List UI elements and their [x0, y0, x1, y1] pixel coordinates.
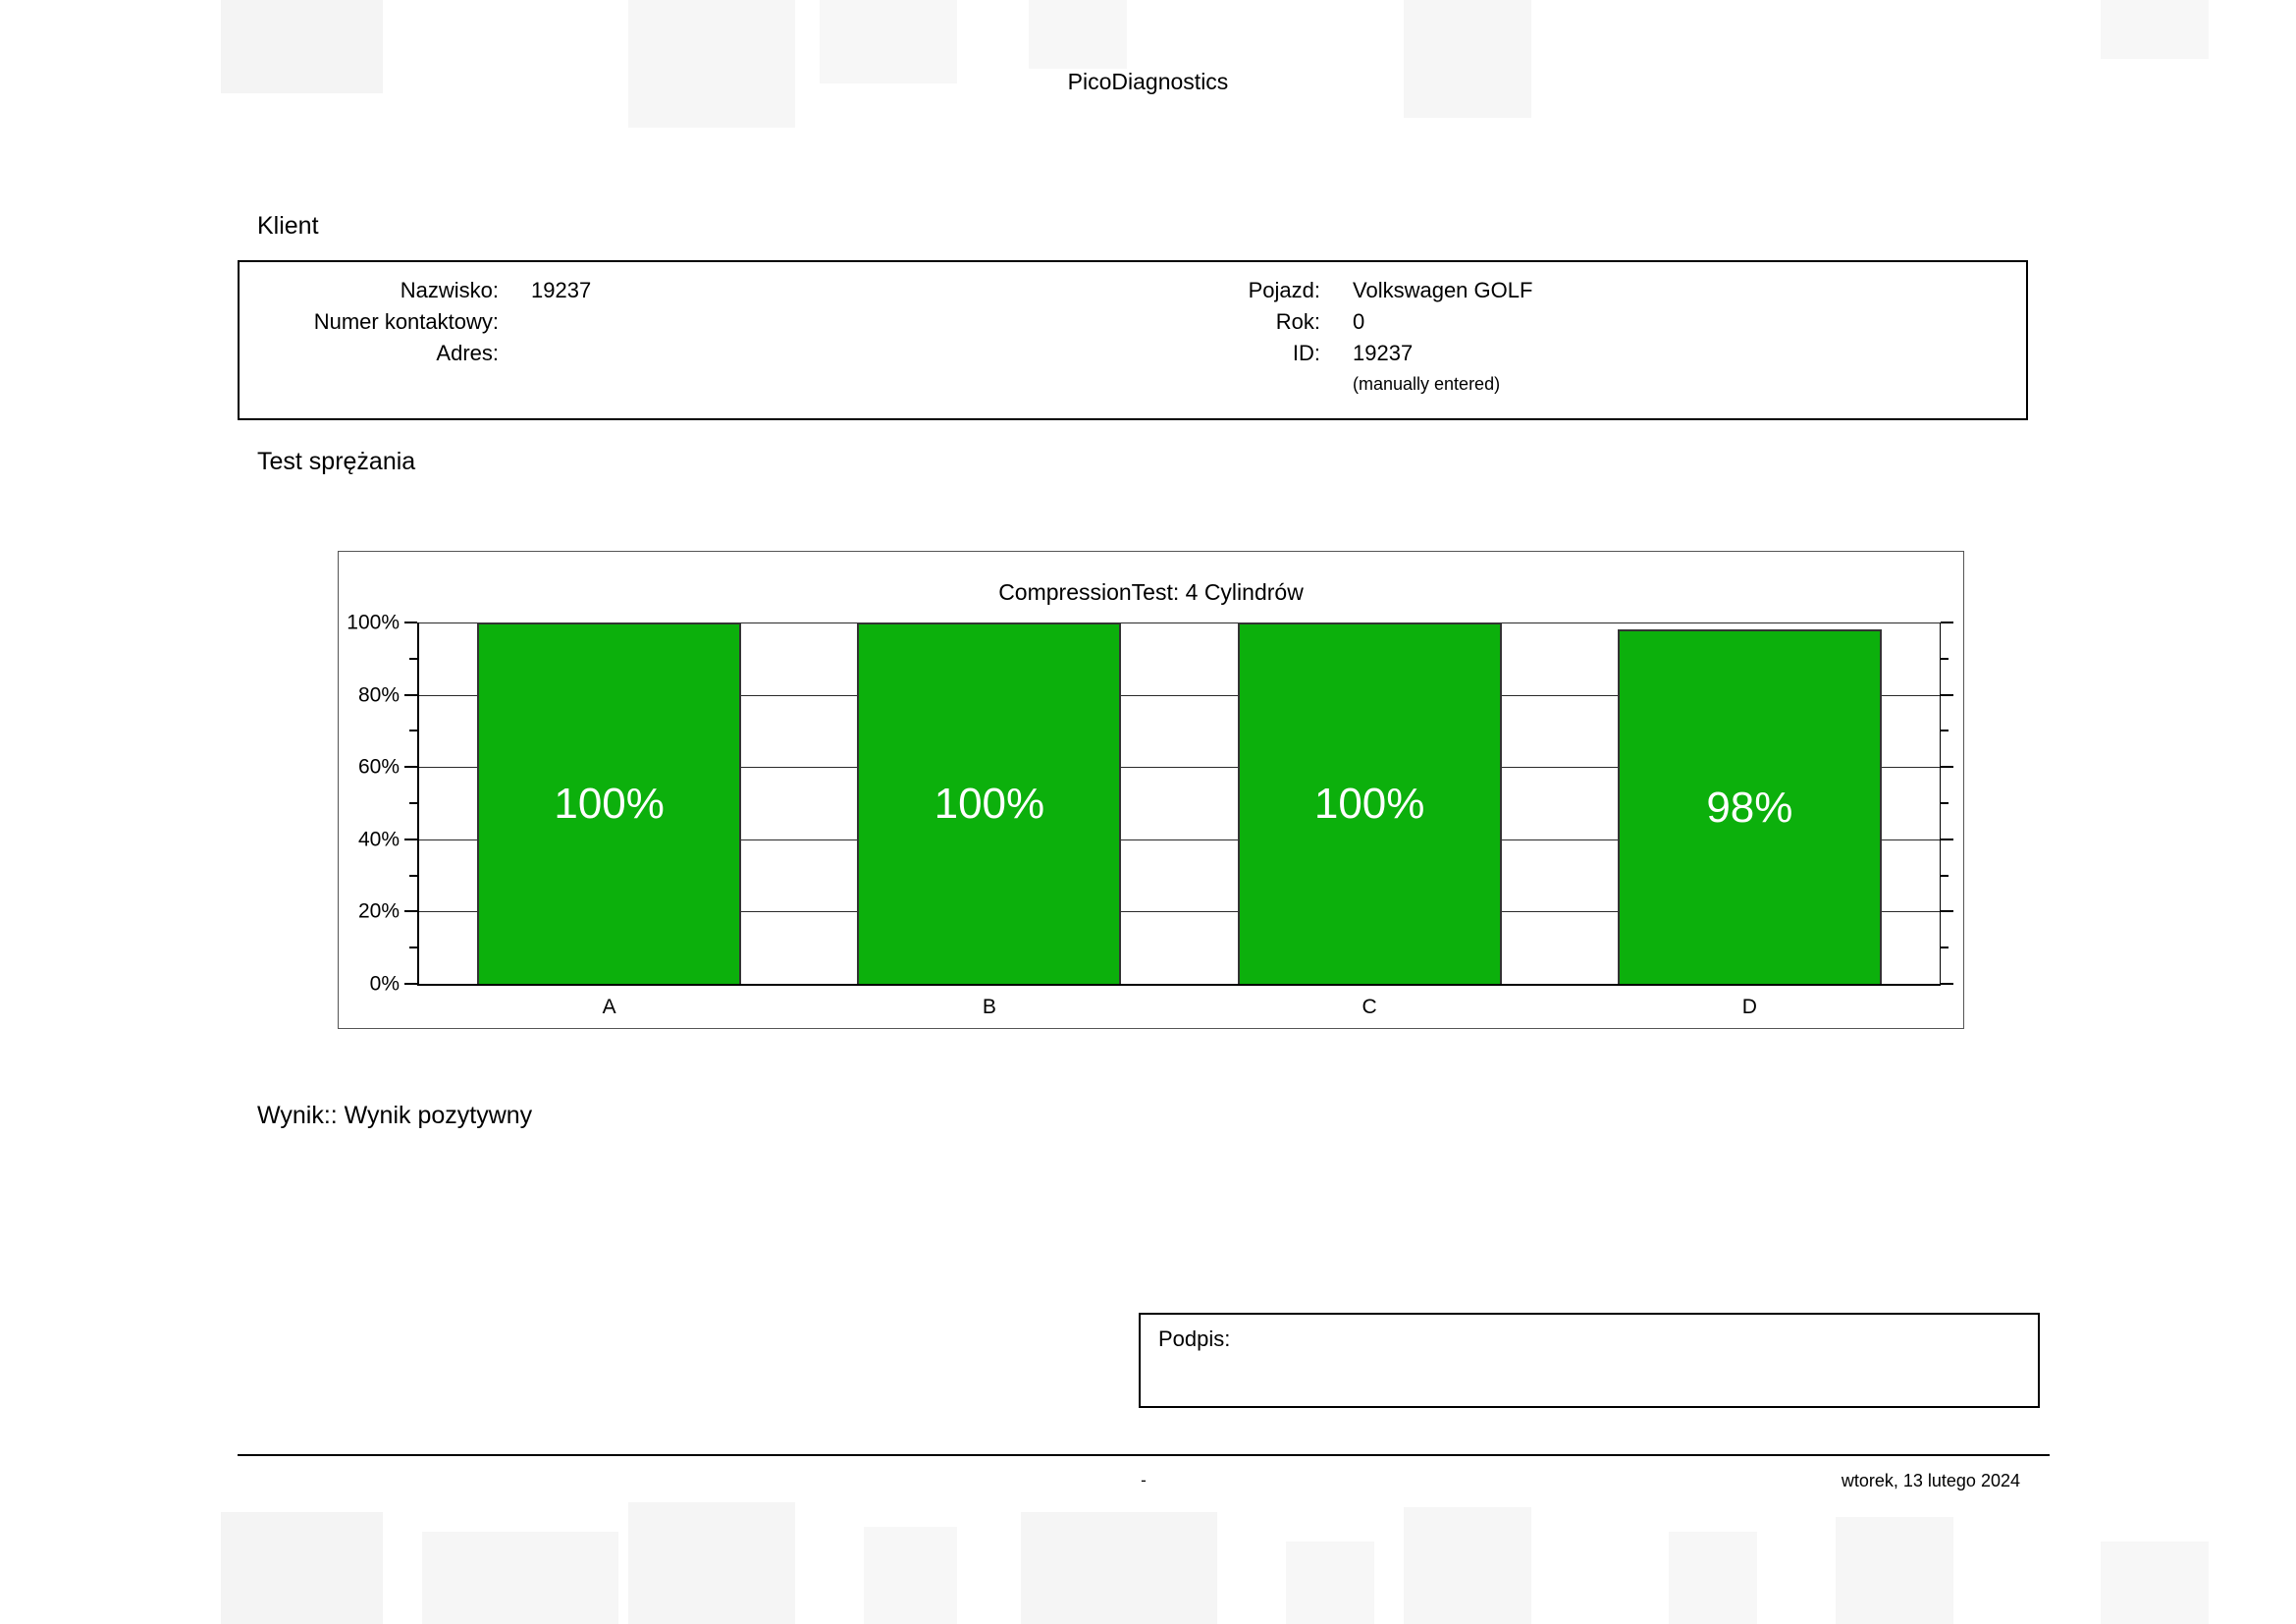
y-axis-tick	[1941, 766, 1953, 769]
bar-A: 100%	[477, 623, 742, 984]
y-axis-minor-tick	[409, 730, 417, 732]
bar-value-label-D: 98%	[1706, 783, 1793, 832]
scan-artifact	[2101, 0, 2209, 59]
client-fields-left: Nazwisko: 19237 Numer kontaktowy: Adres:	[263, 275, 1081, 369]
y-axis-minor-tick	[1941, 730, 1949, 732]
footer-divider	[238, 1454, 2050, 1456]
compression-chart: CompressionTest: 4 Cylindrów 0% 20% 40% 60%…	[338, 551, 1964, 1029]
id-manual-note: (manually entered)	[1353, 374, 1501, 394]
x-axis-category-label-B: B	[982, 996, 996, 1018]
y-axis-minor-tick	[1941, 657, 1949, 660]
bar-slot-C: 100% C	[1180, 623, 1560, 1018]
y-axis-minor-tick	[409, 947, 417, 949]
gridline	[419, 839, 1940, 840]
plot-area: 0% 20% 40% 60% 80% 100% 100% A 100% B 100% C 98% D	[347, 613, 1953, 1018]
result-text: Wynik:: Wynik pozytywny	[257, 1102, 533, 1129]
y-axis-minor-tick	[409, 657, 417, 660]
y-axis-tick	[1941, 838, 1953, 840]
chart-title: CompressionTest: 4 Cylindrów	[998, 579, 1304, 605]
bar-D: 98%	[1617, 629, 1882, 984]
y-axis-minor-tick	[409, 874, 417, 877]
signature-box: Podpis:	[1139, 1313, 2040, 1408]
scan-artifact	[1404, 0, 1531, 118]
x-axis-category-label-C: C	[1362, 996, 1377, 1018]
y-axis-minor-tick	[1941, 802, 1949, 804]
y-axis-tick	[404, 910, 417, 913]
y-axis-tick-label: 80%	[357, 683, 400, 707]
y-axis-minor-tick	[1941, 874, 1949, 877]
bar-slot-A: 100% A	[419, 623, 799, 1018]
value-rok: 0	[1353, 309, 1365, 334]
label-rok: Rok:	[1275, 309, 1320, 334]
y-axis-tick-label: 0%	[369, 972, 400, 996]
bar-value-label-A: 100%	[554, 780, 665, 828]
scan-artifact	[1404, 1507, 1531, 1624]
value-nazwisko: 19237	[531, 278, 592, 302]
gridline	[419, 767, 1940, 769]
scan-artifact	[2101, 1542, 2209, 1624]
compression-section-title: Test sprężania	[257, 448, 416, 475]
client-section-title: Klient	[257, 212, 319, 240]
value-id: 19237	[1353, 341, 1414, 365]
y-axis-tick	[404, 766, 417, 769]
value-adres	[531, 338, 1081, 369]
scan-artifact	[221, 1512, 383, 1624]
y-axis-tick	[404, 983, 417, 985]
bar-value-label-C: 100%	[1313, 780, 1425, 828]
scan-artifact	[1669, 1532, 1757, 1624]
y-axis-tick	[1941, 622, 1953, 623]
bar-B: 100%	[857, 623, 1122, 984]
gridline	[419, 911, 1940, 913]
y-axis-tick	[404, 693, 417, 696]
y-axis-tick-label: 60%	[357, 755, 400, 779]
x-axis-category-label-D: D	[1741, 996, 1757, 1018]
client-info-box: Nazwisko: 19237 Numer kontaktowy: Adres:…	[238, 260, 2028, 420]
value-numer-kontaktowy	[531, 306, 1081, 338]
signature-label: Podpis:	[1158, 1326, 1231, 1351]
client-fields-right: Pojazd: Volkswagen GOLF Rok: 0 ID: 19237…	[1124, 275, 2001, 399]
x-axis-category-label-A: A	[602, 996, 616, 1018]
y-axis-minor-tick	[409, 802, 417, 804]
label-numer-kontaktowy: Numer kontaktowy:	[313, 309, 499, 334]
label-empty	[1124, 369, 1320, 399]
scan-artifact	[1286, 1542, 1374, 1624]
label-pojazd: Pojazd:	[1248, 278, 1320, 302]
scan-artifact	[1029, 0, 1127, 69]
label-nazwisko: Nazwisko:	[400, 278, 499, 302]
y-axis-tick	[1941, 983, 1953, 985]
bar-value-label-B: 100%	[934, 780, 1045, 828]
bar-slot-D: 98% D	[1560, 623, 1940, 1018]
scan-artifact	[1021, 1512, 1217, 1624]
y-axis-tick-label: 100%	[347, 611, 400, 634]
scan-artifact	[628, 0, 795, 128]
footer-center-text: -	[1141, 1471, 1147, 1489]
scan-artifact	[864, 1527, 957, 1624]
y-axis-tick	[404, 838, 417, 840]
y-axis-tick	[1941, 910, 1953, 913]
label-adres: Adres:	[436, 341, 499, 365]
label-id: ID:	[1292, 341, 1320, 365]
y-axis-tick	[1941, 693, 1953, 696]
y-axis-minor-tick	[1941, 947, 1949, 949]
y-axis-tick-label: 20%	[357, 899, 400, 923]
scan-artifact	[1836, 1517, 1953, 1624]
bar-slot-B: 100% B	[799, 623, 1179, 1018]
value-pojazd: Volkswagen GOLF	[1353, 278, 1533, 302]
y-axis-tick	[404, 622, 417, 623]
scan-artifact	[422, 1532, 618, 1624]
bar-C: 100%	[1237, 623, 1502, 984]
gridline	[419, 694, 1940, 696]
y-axis-tick-label: 40%	[357, 828, 400, 851]
scan-artifact	[628, 1502, 795, 1624]
app-title: PicoDiagnostics	[1067, 69, 1229, 94]
footer-date: wtorek, 13 lutego 2024	[1841, 1471, 2020, 1490]
